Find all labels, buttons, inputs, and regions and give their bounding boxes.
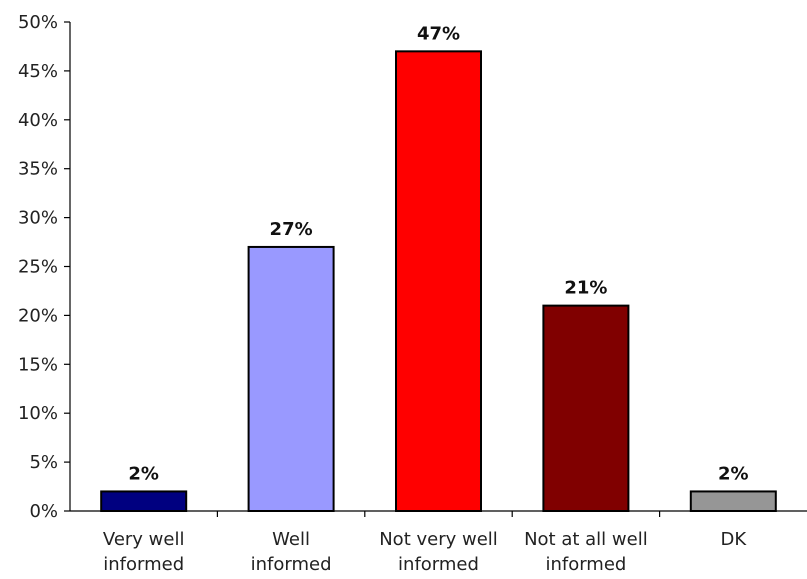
y-tick-label: 20% (18, 305, 58, 326)
y-tick-label: 50% (18, 12, 58, 33)
category-label: Very well (103, 529, 185, 550)
chart-labels: 2% Very well informed 27% Well informed 47% Not… (103, 23, 749, 575)
bar (100, 490, 188, 513)
category-label: informed (103, 554, 184, 575)
category-label: Not at all well (524, 529, 648, 550)
bar (689, 490, 777, 513)
data-label: 27% (270, 219, 313, 240)
category-label: informed (398, 554, 479, 575)
bar (395, 50, 482, 513)
y-tick-label: 45% (18, 61, 58, 82)
bar (542, 304, 630, 512)
chart-axes: 0% 5% 10% 15% 20% 25% 30% 35% 40% 45% 50% (18, 12, 807, 522)
y-tick-label: 35% (18, 159, 58, 180)
category-label: Well (272, 529, 310, 550)
y-tick-label: 40% (18, 110, 58, 131)
data-label: 2% (128, 463, 159, 484)
y-tick-label: 5% (29, 452, 58, 473)
y-tick-label: 0% (29, 501, 58, 522)
y-tick-label: 10% (18, 403, 58, 424)
y-tick-label: 15% (18, 354, 58, 375)
category-label: informed (545, 554, 626, 575)
y-tick-label: 30% (18, 208, 58, 229)
y-tick-label: 25% (18, 257, 58, 278)
data-label: 21% (564, 278, 607, 299)
category-label: informed (251, 554, 332, 575)
data-label: 47% (417, 23, 460, 44)
chart-bars (100, 50, 777, 513)
category-label: Not very well (379, 529, 498, 550)
category-label: DK (720, 529, 747, 550)
data-label: 2% (718, 463, 749, 484)
bar (247, 245, 335, 512)
